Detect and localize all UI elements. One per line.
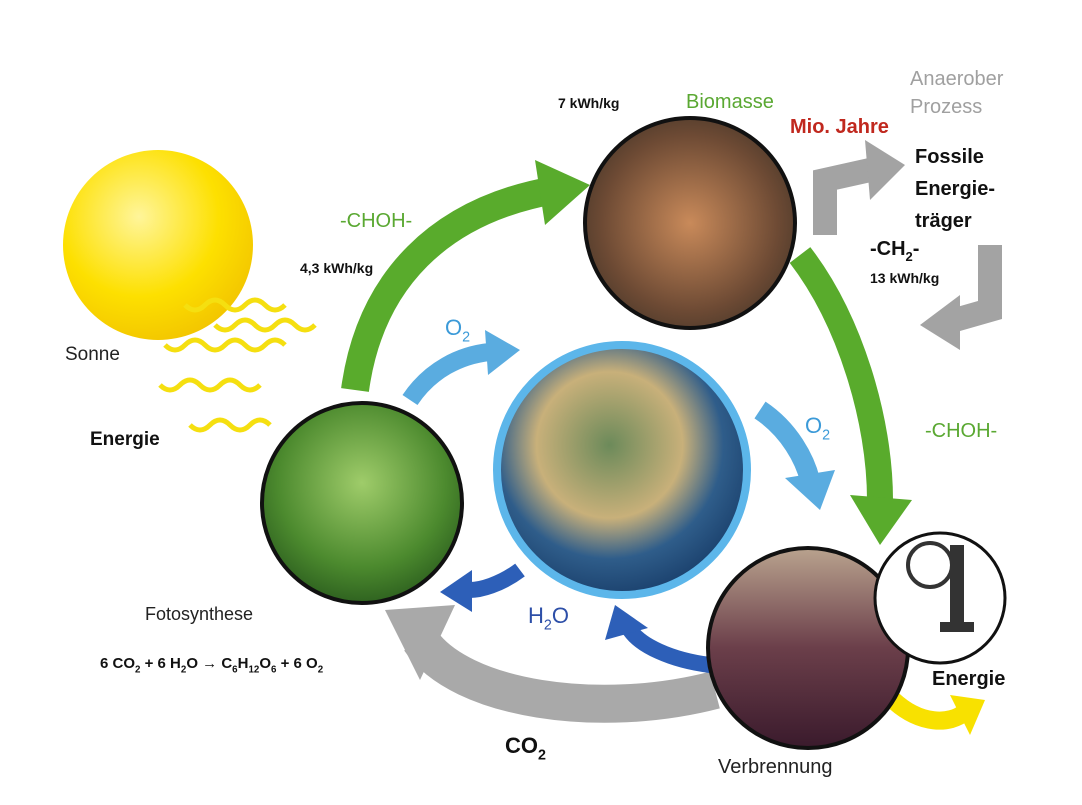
time-label: Mio. Jahre [790, 116, 889, 138]
anaerobic-label: Anaerober [910, 68, 1004, 90]
subscript: 2 [181, 665, 187, 676]
o2-label: O2 [805, 413, 830, 444]
subscript: 2 [462, 330, 470, 346]
earth [493, 341, 751, 599]
subscript: 2 [906, 249, 913, 264]
sun [63, 150, 317, 433]
text-part: H [528, 603, 544, 628]
text-part: + 6 O [276, 655, 318, 672]
text-part: O [445, 315, 462, 340]
subscript: 6 [271, 665, 277, 676]
text-part: O [259, 655, 271, 672]
text-part: - [913, 238, 920, 260]
subscript: 2 [135, 665, 141, 676]
ch2-label: -CH2- [870, 238, 919, 264]
text-part: O [805, 413, 822, 438]
subscript: 2 [538, 748, 546, 764]
choh-label: -CHOH- [340, 210, 412, 232]
fossil-label: Energie- [915, 178, 995, 200]
fossil-label: Fossile [915, 146, 984, 168]
fossil-label: träger [915, 210, 972, 232]
sun-label: Sonne [65, 344, 120, 365]
text-part: -CH [870, 238, 906, 260]
subscript: 2 [544, 618, 552, 634]
energy-value: 13 kWh/kg [870, 270, 939, 286]
o2-label: O2 [445, 315, 470, 346]
co2-label: CO2 [505, 733, 546, 764]
text-part: 6 CO [100, 655, 135, 672]
biomass-wood [583, 116, 797, 330]
choh-label: -CHOH- [925, 420, 997, 442]
subscript: 6 [232, 665, 238, 676]
subscript: 2 [822, 428, 830, 444]
combustion-label: Verbrennung [718, 756, 833, 778]
energy-label: Energie [932, 668, 1005, 690]
text-part: CO [505, 733, 538, 758]
text-part: + 6 H [140, 655, 180, 672]
engine [873, 531, 1007, 665]
energy-value: 7 kWh/kg [558, 95, 619, 111]
energy-label: Energie [90, 429, 160, 450]
h2o-label: H2O [528, 603, 569, 634]
photosynthesis-label: Fotosynthese [145, 604, 253, 624]
energy-value: 4,3 kWh/kg [300, 260, 373, 276]
biomass-label: Biomasse [686, 91, 774, 113]
forest [260, 401, 464, 605]
text-part: O [552, 603, 569, 628]
text-part: O → C [186, 655, 232, 672]
anaerobic-label: Prozess [910, 96, 982, 118]
subscript: 12 [248, 665, 259, 676]
arrows [341, 140, 1002, 735]
text-part: H [238, 655, 249, 672]
formula: 6 CO2 + 6 H2O → C6H12O6 + 6 O2 [100, 655, 324, 676]
subscript: 2 [318, 665, 324, 676]
